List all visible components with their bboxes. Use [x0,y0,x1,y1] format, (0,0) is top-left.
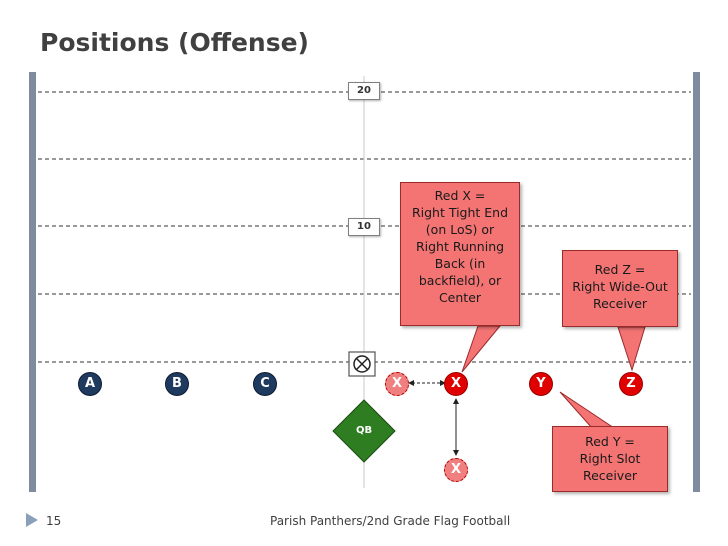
callout-line: Right Wide-Out [572,279,668,294]
callout-line: Receiver [592,296,648,311]
slide-title: Positions (Offense) [40,28,309,57]
callout-red-x: Red X = Right Tight End (on LoS) or Righ… [400,182,520,326]
qb-label: QB [356,425,373,436]
callout-line: Red Z = [594,262,646,277]
callout-red-z: Red Z = Right Wide-Out Receiver [562,250,678,327]
player-red-y[interactable]: Y [529,372,553,396]
callout-line: Right Running [415,239,505,254]
player-a[interactable]: A [78,372,102,396]
callout-line: backfield), or [418,273,502,288]
callout-line: Right Tight End [411,205,509,220]
right-sideline [693,72,700,492]
callout-line: (on LoS) or [425,222,495,237]
qb-diamond [332,399,396,463]
ball-icon [353,355,371,373]
footer-chevron-icon [26,513,38,527]
callout-pointer-x [461,325,502,373]
callout-line: Red Y = [585,434,635,449]
player-red-x[interactable]: X [444,372,468,396]
callout-pointer-y [559,391,616,429]
callout-line: Right Slot [579,451,641,466]
player-c[interactable]: C [253,372,277,396]
left-sideline [29,72,36,492]
callout-red-y: Red Y = Right Slot Receiver [552,426,668,492]
player-x-center-option[interactable]: X [385,372,409,396]
yard-marker-10: 10 [348,218,380,236]
player-x-backfield-option[interactable]: X [444,458,468,482]
callout-line: Center [438,290,482,305]
footer-text: Parish Panthers/2nd Grade Flag Football [270,514,511,528]
callout-line: Back (in [434,256,486,271]
callout-line: Receiver [582,468,638,483]
yard-marker-20: 20 [348,82,380,100]
player-red-z[interactable]: Z [619,372,643,396]
callout-line: Red X = [434,188,486,203]
callout-pointer-z [617,326,646,372]
player-b[interactable]: B [165,372,189,396]
page-number: 15 [46,514,62,528]
